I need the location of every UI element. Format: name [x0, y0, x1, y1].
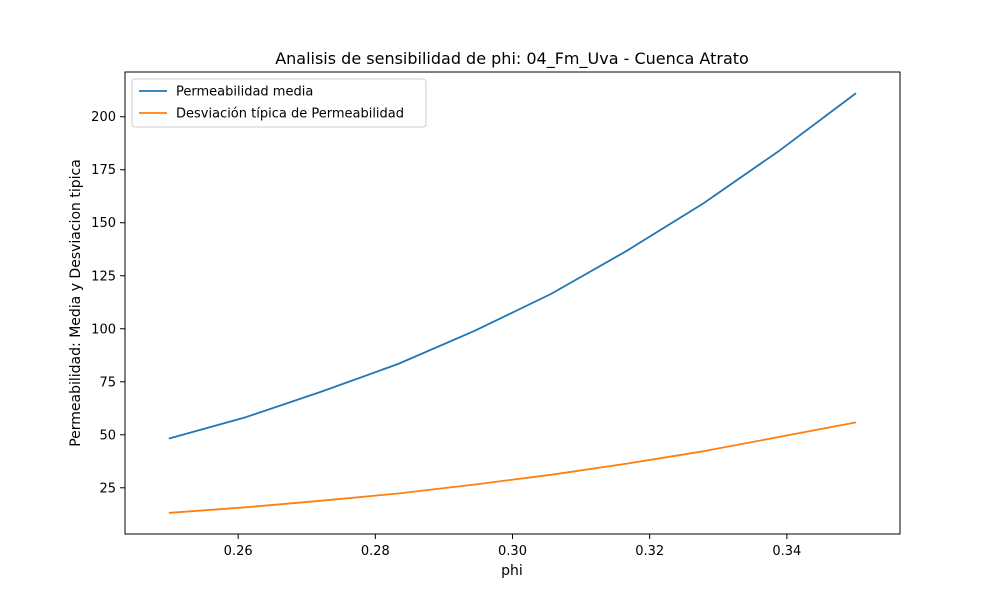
y-tick-label: 125	[91, 269, 116, 284]
x-tick-label: 0.30	[498, 544, 527, 559]
chart-title: Analisis de sensibilidad de phi: 04_Fm_U…	[275, 49, 749, 69]
plot-frame	[124, 71, 901, 535]
y-axis-label: Permeabilidad: Media y Desviacion tipica	[68, 159, 84, 447]
y-tick-label: 150	[91, 216, 116, 231]
y-tick-label: 25	[99, 481, 116, 496]
legend: Permeabilidad media Desviación típica de …	[131, 78, 427, 128]
y-tick-label: 175	[91, 163, 116, 178]
series-line-1	[168, 92, 857, 440]
legend-label-2: Desviación típica de Permeabilidad	[176, 107, 404, 122]
y-tick-label: 100	[91, 322, 116, 337]
y-axis: 25 50 75 100 125 150 175 200	[91, 110, 125, 496]
plot-area	[168, 92, 857, 514]
x-tick-label: 0.28	[361, 544, 390, 559]
x-tick-label: 0.26	[224, 544, 253, 559]
x-axis: 0.26 0.28 0.30 0.32 0.34	[224, 534, 801, 559]
x-tick-label: 0.34	[772, 544, 801, 559]
legend-label-1: Permeabilidad media	[176, 85, 313, 100]
series-line-2	[168, 421, 857, 514]
y-tick-label: 200	[91, 110, 116, 125]
y-tick-label: 50	[99, 428, 116, 443]
x-axis-label: phi	[501, 563, 523, 579]
x-tick-label: 0.32	[635, 544, 664, 559]
y-tick-label: 75	[99, 375, 116, 390]
legend-box	[131, 78, 427, 128]
